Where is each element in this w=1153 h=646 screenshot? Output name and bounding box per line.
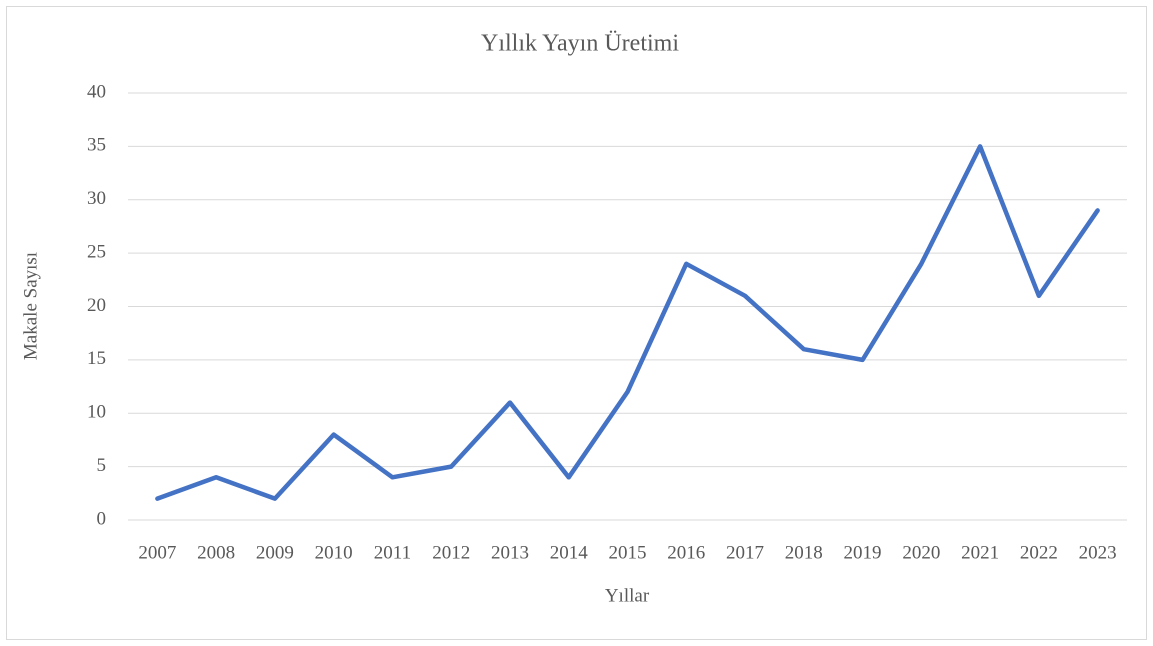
x-tick-label: 2008 <box>197 542 235 563</box>
x-tick-label: 2007 <box>138 542 176 563</box>
y-tick-label: 30 <box>87 188 106 209</box>
chart-border <box>6 6 1147 640</box>
y-tick-label: 25 <box>87 241 106 262</box>
chart-title: Yıllık Yayın Üretimi <box>481 31 679 57</box>
y-tick-label: 35 <box>87 135 106 156</box>
x-tick-label: 2011 <box>374 542 411 563</box>
line-series <box>155 144 1100 501</box>
x-tick-label: 2016 <box>667 542 705 563</box>
x-tick-label: 2021 <box>961 542 999 563</box>
x-tick-label: 2020 <box>902 542 940 563</box>
y-tick-label: 0 <box>97 508 107 529</box>
x-axis-title: Yıllar <box>605 585 650 606</box>
x-tick-label: 2017 <box>726 542 764 563</box>
x-tick-label: 2013 <box>491 542 529 563</box>
x-tick-label: 2012 <box>432 542 470 563</box>
y-tick-label: 5 <box>97 455 107 476</box>
y-tick-label: 40 <box>87 81 106 102</box>
x-tick-label: 2019 <box>844 542 882 563</box>
x-tick-label: 2018 <box>785 542 823 563</box>
x-tick-label: 2015 <box>609 542 647 563</box>
x-tick-label: 2010 <box>315 542 353 563</box>
x-tick-label: 2022 <box>1020 542 1058 563</box>
x-tick-label: 2009 <box>256 542 294 563</box>
y-tick-label: 20 <box>87 295 106 316</box>
y-axis-title: Makale Sayısı <box>20 252 41 360</box>
y-tick-label: 15 <box>87 348 106 369</box>
x-tick-label: 2023 <box>1079 542 1117 563</box>
x-tick-label: 2014 <box>550 542 589 563</box>
y-tick-label: 10 <box>87 402 106 423</box>
